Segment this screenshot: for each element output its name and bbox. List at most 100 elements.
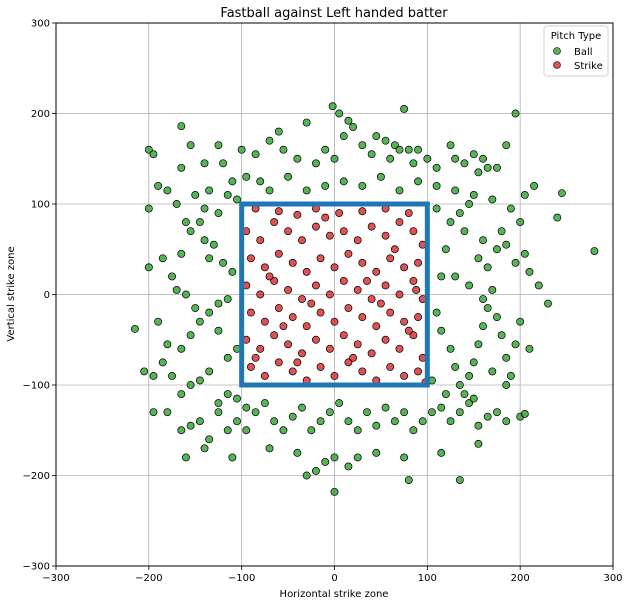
ball-point <box>390 417 399 426</box>
ball-point <box>177 344 186 353</box>
ball-point <box>205 435 214 444</box>
ball-point <box>182 218 190 227</box>
ball-point <box>214 326 223 335</box>
ball-point <box>186 141 195 150</box>
ball-point <box>525 267 534 276</box>
strike-point <box>353 340 362 349</box>
strike-point <box>316 362 325 371</box>
strike-point <box>284 340 293 349</box>
ball-point <box>479 322 487 331</box>
legend-label-ball: Ball <box>574 47 593 58</box>
ball-point <box>395 145 404 154</box>
strike-point <box>395 218 404 227</box>
ball-point <box>279 145 288 154</box>
plot-frame <box>55 22 614 567</box>
legend: Pitch Type Ball Strike <box>543 25 609 77</box>
ball-point <box>228 267 237 276</box>
strike-point <box>330 317 339 326</box>
ball-point <box>353 453 362 462</box>
ball-point <box>154 317 163 326</box>
strike-point <box>395 290 404 299</box>
ball-point <box>223 390 232 398</box>
ball-point <box>511 340 520 349</box>
ball-point <box>330 453 339 462</box>
ball-point <box>483 304 492 313</box>
ball-point <box>372 132 381 141</box>
x-tick-label: −300 <box>42 573 69 584</box>
strike-point <box>367 349 376 358</box>
ball-point <box>200 204 209 213</box>
ball-point <box>163 340 172 349</box>
ball-point <box>223 190 232 199</box>
strike-point <box>311 335 320 344</box>
ball-point <box>386 154 395 163</box>
ball-point <box>437 326 446 335</box>
strike-point <box>307 299 316 308</box>
ball-point <box>446 417 455 426</box>
ball-point <box>441 245 450 254</box>
ball-point <box>400 408 409 417</box>
strike-point <box>409 227 418 236</box>
legend-label-strike: Strike <box>574 61 603 72</box>
strike-point <box>302 322 311 331</box>
ball-point <box>520 190 529 199</box>
strike-point <box>256 290 265 299</box>
ball-point <box>168 372 176 380</box>
ball-point <box>497 331 506 340</box>
strike-point <box>358 258 367 267</box>
ball-point <box>376 172 385 181</box>
x-tick-label: 200 <box>511 573 530 584</box>
y-tick-label: 300 <box>31 19 50 30</box>
ball-point <box>534 281 543 290</box>
ball-point <box>279 426 288 435</box>
strike-point <box>400 263 409 272</box>
ball-point <box>414 145 422 154</box>
ball-point <box>274 127 283 136</box>
x-tick-label: 100 <box>418 573 437 584</box>
ball-point <box>223 426 232 435</box>
strike-point <box>288 367 297 376</box>
strike-point <box>349 353 358 362</box>
ball-point <box>349 123 358 132</box>
ball-point <box>506 372 515 380</box>
ball-point <box>325 408 334 417</box>
strike-point <box>372 267 381 276</box>
x-tick-label: 300 <box>603 573 622 584</box>
ball-point <box>381 403 390 412</box>
strike-point <box>316 254 325 263</box>
ball-point <box>186 381 195 389</box>
ball-point <box>474 254 483 263</box>
ball-point <box>144 263 153 272</box>
ball-point <box>205 308 214 317</box>
ball-point <box>363 408 371 417</box>
x-tick-label: 0 <box>331 573 337 584</box>
ball-point <box>428 408 436 417</box>
strike-point <box>284 286 293 294</box>
strike-point <box>404 326 413 335</box>
ball-point <box>321 181 330 190</box>
ball-point <box>344 462 353 471</box>
series-ball <box>130 102 599 496</box>
strike-point <box>376 299 385 308</box>
ball-point <box>177 390 186 398</box>
strike-point <box>274 207 283 216</box>
ball-point <box>372 421 381 430</box>
y-tick-label: 0 <box>44 290 50 301</box>
strike-point <box>325 344 334 353</box>
ball-point <box>182 290 190 299</box>
ball-point <box>511 109 520 118</box>
strike-point <box>246 308 255 317</box>
ball-point <box>460 227 469 236</box>
strike-point <box>311 222 320 231</box>
strike-point <box>274 358 283 367</box>
ball-point <box>195 376 204 385</box>
strike-point <box>395 344 404 353</box>
strike-point <box>381 335 390 344</box>
ball-point <box>455 408 464 417</box>
strike-point <box>284 227 293 236</box>
strike-point <box>325 231 334 240</box>
ball-point <box>502 417 511 426</box>
ball-point <box>265 186 274 195</box>
x-tick-label: −100 <box>228 573 255 584</box>
ball-point <box>182 453 190 462</box>
